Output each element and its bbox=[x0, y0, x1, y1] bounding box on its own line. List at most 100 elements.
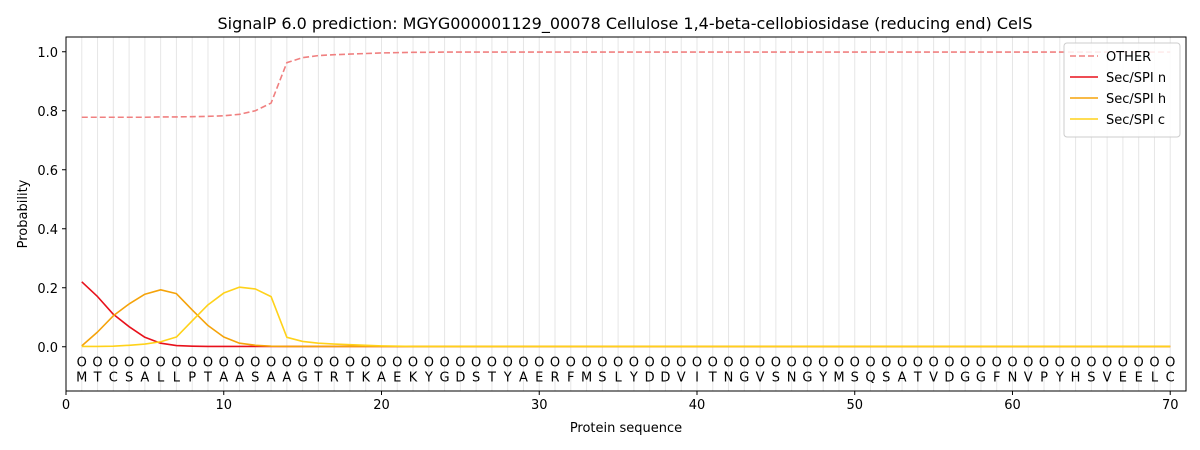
region-label: O bbox=[613, 356, 623, 371]
residue-letter: T bbox=[93, 370, 102, 385]
region-label: O bbox=[723, 356, 733, 371]
region-label: O bbox=[897, 356, 907, 371]
residue-letter: K bbox=[409, 370, 418, 385]
y-tick-label: 0.8 bbox=[37, 105, 58, 120]
residue-letter: S bbox=[1087, 370, 1095, 385]
x-axis: 0 10 20 30 40 50 60 70 bbox=[62, 391, 1179, 413]
region-label: O bbox=[976, 356, 986, 371]
region-label: O bbox=[140, 356, 150, 371]
series-line-sec-spi-c bbox=[81, 286, 1171, 348]
region-label: O bbox=[1086, 356, 1096, 371]
region-label: O bbox=[802, 356, 812, 371]
residue-letter: D bbox=[944, 370, 954, 385]
residue-letter: Q bbox=[865, 370, 875, 385]
region-label: O bbox=[1165, 356, 1175, 371]
residue-letter: L bbox=[157, 370, 165, 385]
chart-title: SignalP 6.0 prediction: MGYG000001129_00… bbox=[218, 14, 1033, 34]
residue-letter: T bbox=[487, 370, 496, 385]
residue-letter: G bbox=[802, 370, 812, 385]
residue-letter: E bbox=[1135, 370, 1143, 385]
residue-letter: S bbox=[472, 370, 480, 385]
region-label: O bbox=[865, 356, 875, 371]
region-label: O bbox=[92, 356, 102, 371]
x-tick-label: 10 bbox=[215, 398, 232, 413]
region-label: O bbox=[1102, 356, 1112, 371]
residue-letter: T bbox=[203, 370, 212, 385]
x-tick-label: 40 bbox=[689, 398, 706, 413]
legend-box bbox=[1063, 42, 1181, 138]
residue-letter: E bbox=[1119, 370, 1127, 385]
residue-letter: M bbox=[581, 370, 592, 385]
residue-letter: V bbox=[1103, 370, 1112, 385]
region-label: O bbox=[266, 356, 276, 371]
region-label: O bbox=[818, 356, 828, 371]
y-tick-label: 0.0 bbox=[37, 341, 58, 356]
x-tick-label: 20 bbox=[373, 398, 390, 413]
residue-letter: N bbox=[1008, 370, 1018, 385]
residue-letter: A bbox=[267, 370, 276, 385]
region-label: O bbox=[487, 356, 497, 371]
region-label: O bbox=[913, 356, 923, 371]
residue-letter: S bbox=[882, 370, 890, 385]
region-label: O bbox=[645, 356, 655, 371]
region-label: O bbox=[503, 356, 513, 371]
legend-label: Sec/SPI c bbox=[1106, 113, 1165, 128]
residue-letter: A bbox=[219, 370, 228, 385]
region-label: O bbox=[313, 356, 323, 371]
region-label: O bbox=[960, 356, 970, 371]
region-label: O bbox=[739, 356, 749, 371]
residue-letter: D bbox=[455, 370, 465, 385]
residue-letter: R bbox=[550, 370, 559, 385]
region-label: O bbox=[376, 356, 386, 371]
region-label: O bbox=[1007, 356, 1017, 371]
residue-letter: Y bbox=[424, 370, 433, 385]
residue-letter: L bbox=[173, 370, 181, 385]
residue-letter: D bbox=[660, 370, 670, 385]
region-label: O bbox=[124, 356, 134, 371]
residue-letter: G bbox=[976, 370, 986, 385]
residue-letter: A bbox=[519, 370, 528, 385]
region-label: O bbox=[361, 356, 371, 371]
region-label: O bbox=[771, 356, 781, 371]
y-tick-label: 0.4 bbox=[37, 223, 58, 238]
residue-letter: V bbox=[1024, 370, 1033, 385]
residue-letter: C bbox=[1166, 370, 1175, 385]
region-label: O bbox=[518, 356, 528, 371]
residue-letter: S bbox=[251, 370, 259, 385]
residue-letter: Y bbox=[503, 370, 512, 385]
residue-letter: S bbox=[125, 370, 133, 385]
region-label: O bbox=[203, 356, 213, 371]
legend-label: Sec/SPI h bbox=[1106, 92, 1166, 107]
series-line-other bbox=[81, 51, 1171, 119]
y-tick-label: 1.0 bbox=[37, 46, 58, 61]
region-label: O bbox=[708, 356, 718, 371]
region-label: O bbox=[408, 356, 418, 371]
region-label: O bbox=[1070, 356, 1080, 371]
x-tick-label: 70 bbox=[1162, 398, 1179, 413]
region-label: O bbox=[881, 356, 891, 371]
residue-letter: L bbox=[614, 370, 622, 385]
region-label: O bbox=[298, 356, 308, 371]
region-label: O bbox=[156, 356, 166, 371]
region-label: O bbox=[171, 356, 181, 371]
residue-letter: G bbox=[960, 370, 970, 385]
region-label: O bbox=[629, 356, 639, 371]
region-label: O bbox=[834, 356, 844, 371]
x-axis-label: Protein sequence bbox=[570, 421, 682, 436]
residue-letter: C bbox=[109, 370, 118, 385]
region-label: O bbox=[187, 356, 197, 371]
region-label: O bbox=[77, 356, 87, 371]
region-label: O bbox=[1023, 356, 1033, 371]
legend-label: Sec/SPI n bbox=[1106, 71, 1166, 86]
residue-letter: L bbox=[1151, 370, 1159, 385]
region-label: O bbox=[345, 356, 355, 371]
region-label: O bbox=[455, 356, 465, 371]
residue-letter: V bbox=[929, 370, 938, 385]
legend: OTHER Sec/SPI n Sec/SPI h Sec/SPI c bbox=[1063, 42, 1181, 138]
region-label: O bbox=[660, 356, 670, 371]
residue-letter: S bbox=[851, 370, 859, 385]
region-label: O bbox=[219, 356, 229, 371]
residue-letter: Y bbox=[818, 370, 827, 385]
